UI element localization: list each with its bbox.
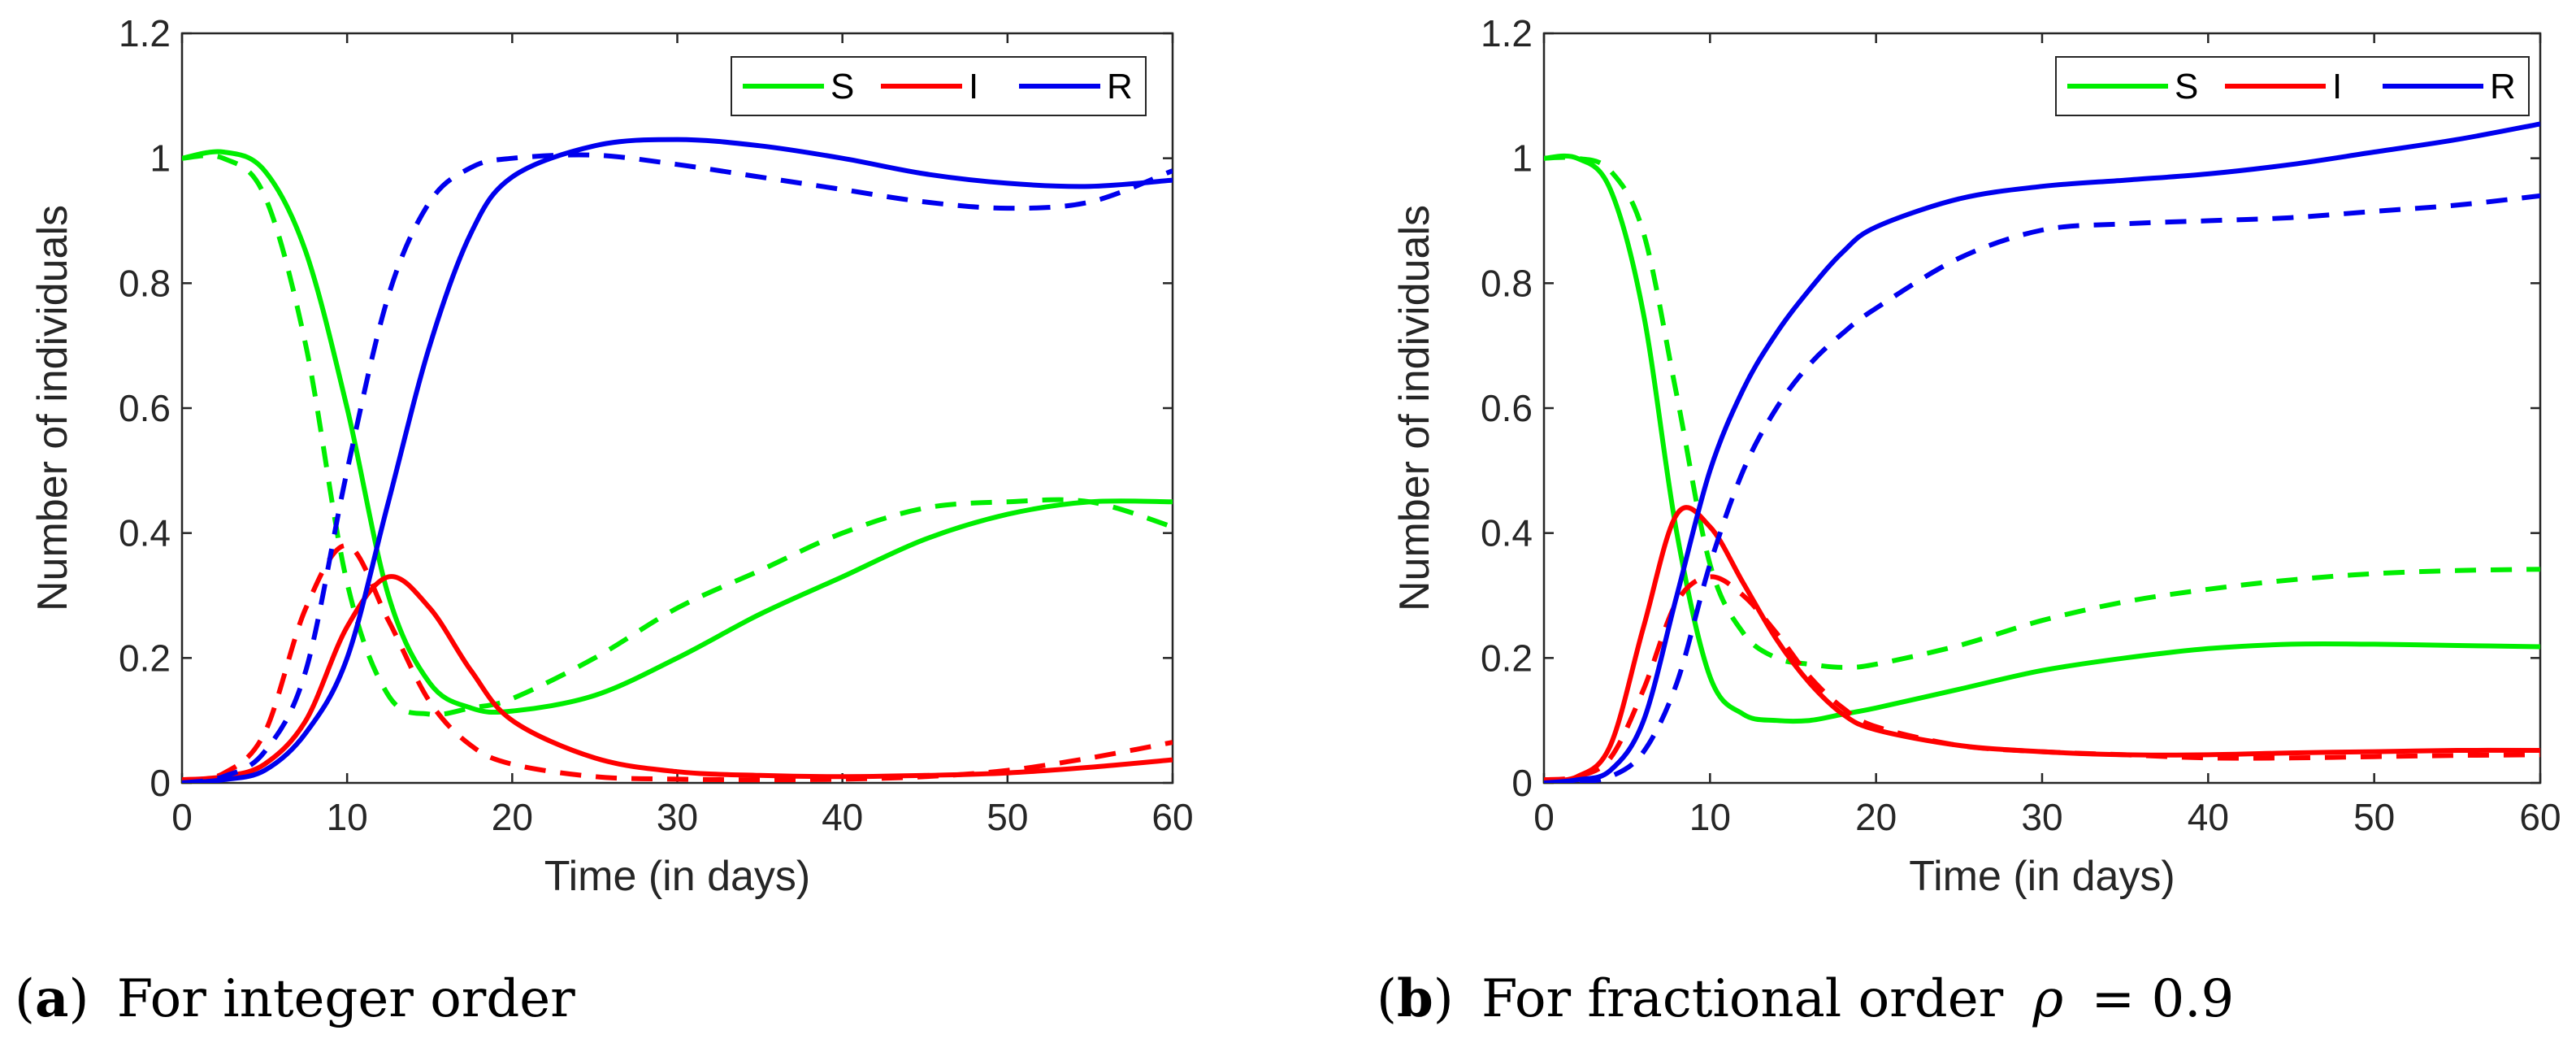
panel-a-ytick-label-5: 1 (150, 137, 171, 180)
panel-b-xtick-label-3: 30 (2021, 796, 2062, 838)
svg-text:(b) For fractional order: (b) For fractional order ρ = 0.9 (1377, 968, 2234, 1029)
panel-a-ytick-label-6: 1.2 (119, 12, 171, 54)
panel-a-ytick-label-0: 0 (150, 762, 171, 804)
panel-b-ytick-label-5: 1 (1511, 137, 1533, 180)
panel-b-xtick-label-6: 60 (2519, 796, 2561, 838)
panel-b-ytick-label-1: 0.2 (1481, 637, 1533, 679)
panel-b-xtick-label-4: 40 (2188, 796, 2229, 838)
panel-b-xlabel: Time (in days) (1909, 853, 2175, 900)
panel-a-ytick-label-2: 0.4 (119, 512, 171, 554)
panel-a-xtick-label-5: 50 (987, 796, 1028, 838)
caption-b-value: = 0.9 (2091, 969, 2234, 1029)
panel-b-ytick-label-0: 0 (1511, 762, 1533, 804)
panel-b-legend-label-r: R (2490, 67, 2516, 107)
caption-a: (a) For integer order (15, 968, 575, 1029)
panel-b: 0 10 20 30 40 50 60 0 0.2 0.4 0.6 0.8 1 1.2 Time (in d… (1391, 12, 2561, 900)
panel-b-ytick-label-3: 0.6 (1481, 387, 1533, 429)
panel-a-series-s-solid-line (182, 149, 1173, 715)
panel-b-legend-label-s: S (2175, 67, 2198, 107)
panel-a-xtick-label-0: 0 (171, 796, 193, 838)
panel-a-xtick-label-2: 20 (492, 796, 533, 838)
panel-b-series-group (1544, 121, 2540, 783)
panel-b-series-i-solid-line (1544, 505, 2540, 783)
panel-a-series-r-dashed-line (182, 152, 1173, 783)
panel-a-xtick-label-4: 40 (822, 796, 863, 838)
panel-a: 0 10 20 30 40 50 60 0 0.2 0.4 0.6 0.8 1 1.2 Time (in d… (29, 12, 1194, 900)
panel-b-ytick-label-2: 0.4 (1481, 512, 1533, 554)
panel-b-xtick-label-0: 0 (1533, 796, 1555, 838)
panel-b-xtick-label-5: 50 (2353, 796, 2395, 838)
panel-a-axes-box (180, 32, 1174, 785)
caption-a-label: a (35, 968, 68, 1029)
caption-b-rho: ρ (2032, 969, 2064, 1029)
panel-a-series-group (182, 137, 1173, 783)
panel-b-ytick-label-6: 1.2 (1481, 12, 1533, 54)
panel-b-ytick-label-4: 0.8 (1481, 262, 1533, 304)
panel-a-ytick-label-1: 0.2 (119, 637, 171, 679)
panel-a-ytick-label-3: 0.6 (119, 387, 171, 429)
panel-b-series-r-solid-line (1544, 121, 2540, 783)
caption-b-label: b (1397, 968, 1433, 1029)
caption-b: (b) For fractional order ρ = 0.9 (1377, 968, 2234, 1029)
panel-b-legend-label-i: I (2332, 67, 2342, 107)
svg-text:(a) For integer order: (a) For integer order (15, 968, 575, 1029)
caption-a-text: For integer order (117, 969, 575, 1029)
panel-a-legend-label-i: I (969, 67, 978, 107)
panel-b-series-i-dashed-line (1544, 574, 2540, 783)
panel-a-legend-label-s: S (830, 67, 854, 107)
panel-a-series-r-solid-line (182, 137, 1173, 783)
panel-b-ylabel: Number of individuals (1391, 205, 1438, 611)
panel-a-ytick-label-4: 0.8 (119, 262, 171, 304)
panel-a-xtick-label-3: 30 (657, 796, 698, 838)
panel-a-legend-label-r: R (1107, 67, 1133, 107)
panel-b-xtick-label-2: 20 (1855, 796, 1897, 838)
panel-a-xlabel: Time (in days) (544, 853, 810, 900)
panel-b-xtick-label-1: 10 (1689, 796, 1731, 838)
panel-b-series-r-dashed-line (1544, 193, 2540, 783)
panel-a-ylabel: Number of individuals (29, 205, 76, 611)
panel-a-series-i-dashed-line (182, 543, 1173, 783)
panel-a-xtick-label-6: 60 (1151, 796, 1193, 838)
caption-b-text: For fractional order (1481, 969, 2004, 1029)
panel-a-xtick-label-1: 10 (327, 796, 368, 838)
panel-a-series-s-dashed-line (182, 153, 1173, 718)
